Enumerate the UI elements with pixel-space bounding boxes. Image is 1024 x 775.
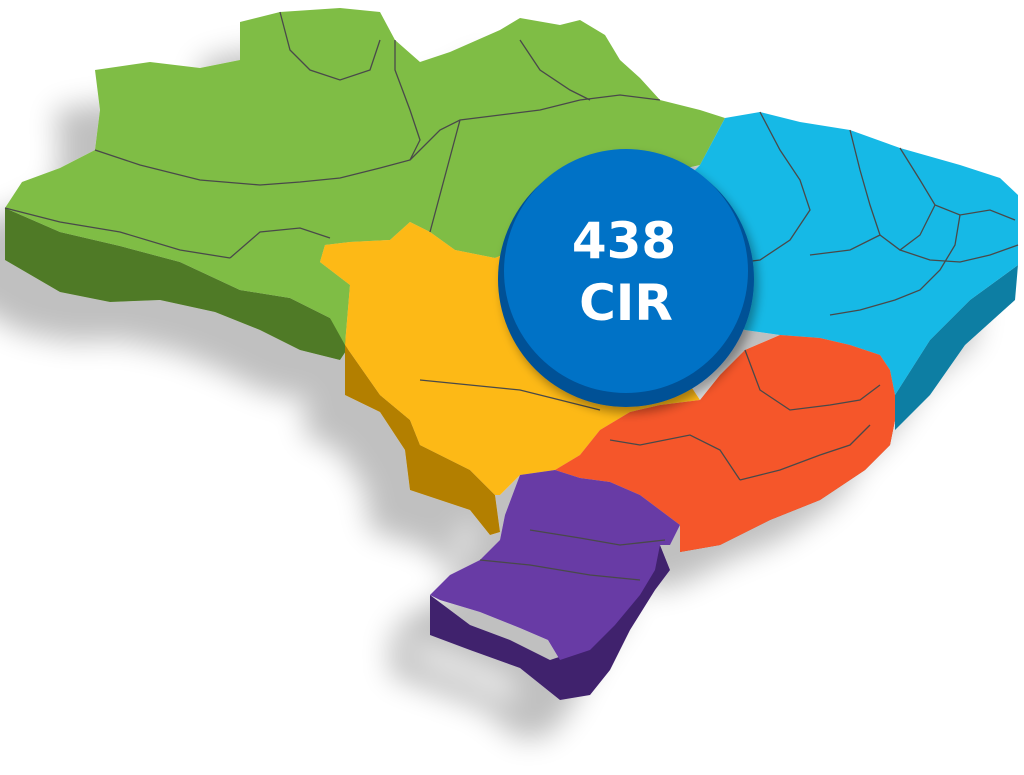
northeast-region-side: [895, 265, 1018, 430]
cir-count-badge: [498, 149, 754, 407]
north-region-side: [5, 208, 350, 360]
badge-count-text: 438: [572, 212, 676, 270]
north-region: [5, 8, 725, 345]
map-body: [4, 8, 1019, 700]
south-region-side: [430, 545, 670, 700]
center-west-region: [320, 222, 700, 495]
badge-circle: [504, 149, 748, 393]
southeast-region: [555, 335, 895, 552]
south-region: [430, 470, 680, 660]
center-west-region-side: [345, 345, 500, 535]
badge-label-text: CIR: [579, 274, 673, 332]
